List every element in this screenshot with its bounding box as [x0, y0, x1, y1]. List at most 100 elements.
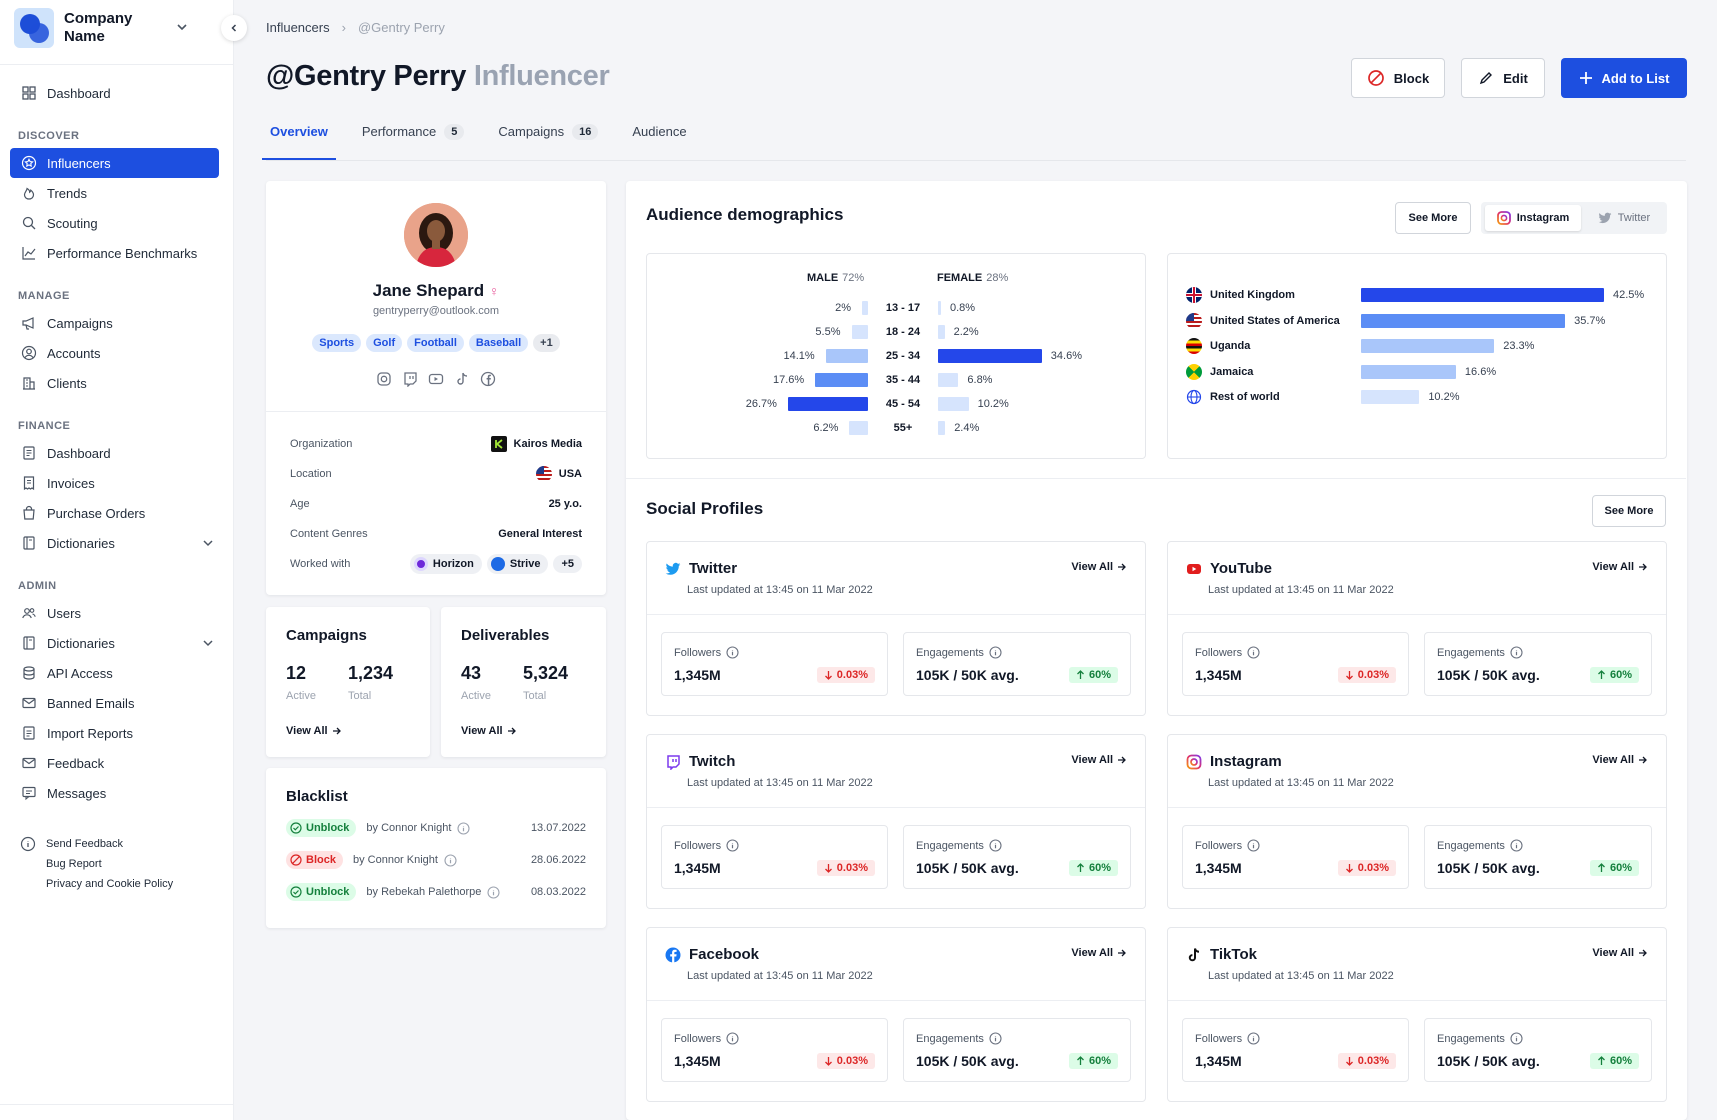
sidebar-item-clients[interactable]: Clients [10, 368, 219, 398]
toggle-twitter[interactable]: Twitter [1585, 205, 1663, 231]
view-all-link[interactable]: View All [1071, 754, 1127, 766]
view-all-link[interactable]: View All [1592, 561, 1648, 573]
sidebar-item-dashboard[interactable]: Dashboard [10, 78, 219, 108]
blacklist-row: Unblock by Connor Knight 13.07.2022 [286, 818, 586, 838]
brand-chip[interactable]: Horizon [409, 554, 482, 574]
sidebar-item-users[interactable]: Users [10, 598, 219, 628]
last-updated-text: Last updated at 13:45 on 11 Mar 2022 [1208, 584, 1394, 596]
privacy-policy-link[interactable]: Privacy and Cookie Policy [46, 878, 174, 890]
toggle-instagram[interactable]: Instagram [1485, 205, 1581, 231]
influencer-handle: @Gentry Perry [266, 60, 467, 92]
social-profile-name: Instagram [1186, 753, 1282, 770]
sidebar-item-trends[interactable]: Trends [10, 178, 219, 208]
unblock-badge[interactable]: Unblock [286, 819, 357, 837]
demographics-see-more-button[interactable]: See More [1395, 202, 1471, 234]
followers-metric: Followers 1,345M 0.03% [661, 1018, 888, 1082]
info-icon[interactable] [1247, 839, 1260, 852]
tab-campaigns[interactable]: Campaigns 16 [494, 120, 602, 160]
info-icon[interactable] [487, 885, 500, 899]
info-icon[interactable] [989, 646, 1002, 659]
deliverables-view-all-link[interactable]: View All [461, 725, 517, 737]
sidebar-item-dictionaries[interactable]: Dictionaries [10, 628, 219, 658]
sidebar-item-accounts[interactable]: Accounts [10, 338, 219, 368]
tab-audience[interactable]: Audience [632, 124, 687, 139]
tab-performance[interactable]: Performance 5 [358, 120, 469, 160]
sidebar-item-dictionaries[interactable]: Dictionaries [10, 528, 219, 558]
view-all-link[interactable]: View All [1071, 947, 1127, 959]
sidebar-item-performance-benchmarks[interactable]: Performance Benchmarks [10, 238, 219, 268]
campaigns-view-all-link[interactable]: View All [286, 725, 342, 737]
collapse-sidebar-button[interactable] [221, 15, 247, 41]
chevron-down-icon[interactable] [201, 636, 215, 650]
sidebar-item-messages[interactable]: Messages [10, 778, 219, 808]
social-see-more-button[interactable]: See More [1592, 495, 1666, 527]
deliverables-title: Deliverables [461, 627, 550, 644]
engagements-value: 105K / 50K avg. [916, 1053, 1019, 1069]
female-value-label: 0.8% [950, 302, 976, 314]
sidebar-item-api-access[interactable]: API Access [10, 658, 219, 688]
sidebar-item-purchase-orders[interactable]: Purchase Orders [10, 498, 219, 528]
block-button[interactable]: Block [1351, 58, 1445, 98]
info-icon[interactable] [1510, 1032, 1523, 1045]
mail-icon [20, 754, 38, 772]
brand-chip[interactable]: Strive [486, 554, 549, 574]
genre-tag[interactable]: Golf [366, 334, 403, 352]
sidebar-item-banned-emails[interactable]: Banned Emails [10, 688, 219, 718]
tiktok-icon[interactable] [454, 371, 470, 387]
info-icon[interactable] [1247, 1032, 1260, 1045]
more-brands-chip[interactable]: +5 [553, 555, 582, 573]
sidebar-item-campaigns[interactable]: Campaigns [10, 308, 219, 338]
sidebar-item-feedback[interactable]: Feedback [10, 748, 219, 778]
add-to-list-button[interactable]: Add to List [1561, 58, 1687, 98]
breadcrumb-current: @Gentry Perry [357, 20, 445, 35]
sidebar-item-dashboard[interactable]: Dashboard [10, 438, 219, 468]
male-value-label: 5.5% [815, 326, 841, 338]
info-icon[interactable] [1247, 646, 1260, 659]
engagements-value: 105K / 50K avg. [916, 860, 1019, 876]
youtube-icon[interactable] [428, 371, 444, 387]
tab-overview[interactable]: Overview [262, 120, 336, 160]
info-icon[interactable] [726, 1032, 739, 1045]
genre-tag[interactable]: Baseball [468, 334, 529, 352]
instagram-icon[interactable] [376, 371, 392, 387]
blacklist-row: Unblock by Rebekah Palethorpe 08.03.2022 [286, 882, 586, 902]
arrow-right-icon [1639, 563, 1647, 571]
genre-tag[interactable]: Football [407, 334, 464, 352]
sidebar-item-invoices[interactable]: Invoices [10, 468, 219, 498]
info-icon[interactable] [1510, 839, 1523, 852]
uk-flag-icon [1186, 287, 1202, 303]
mail-block-icon [20, 694, 38, 712]
info-icon[interactable] [444, 853, 457, 867]
sidebar-item-influencers[interactable]: Influencers [10, 148, 219, 178]
more-tags-chip[interactable]: +1 [533, 334, 560, 352]
view-all-link[interactable]: View All [1071, 561, 1127, 573]
view-all-link[interactable]: View All [1592, 754, 1648, 766]
info-icon[interactable] [726, 839, 739, 852]
info-icon[interactable] [989, 839, 1002, 852]
breadcrumb-parent[interactable]: Influencers [266, 20, 330, 35]
social-profile-card-twitch: Twitch Last updated at 13:45 on 11 Mar 20… [646, 734, 1146, 909]
male-value-label: 6.2% [813, 422, 839, 434]
chevron-down-icon[interactable] [175, 20, 189, 34]
genre-tag[interactable]: Sports [312, 334, 362, 352]
twitch-icon[interactable] [402, 371, 418, 387]
block-badge[interactable]: Block [286, 851, 343, 869]
followers-metric: Followers 1,345M 0.03% [661, 825, 888, 889]
book-icon [20, 534, 38, 552]
bug-report-link[interactable]: Bug Report [46, 858, 102, 870]
info-icon[interactable] [1510, 646, 1523, 659]
sidebar-item-scouting[interactable]: Scouting [10, 208, 219, 238]
info-icon[interactable] [989, 1032, 1002, 1045]
facebook-icon[interactable] [480, 371, 496, 387]
sidebar-item-import-reports[interactable]: Import Reports [10, 718, 219, 748]
brand-switcher[interactable]: Company Name [14, 8, 164, 48]
view-all-link[interactable]: View All [1592, 947, 1648, 959]
plus-icon [1579, 72, 1592, 84]
chevron-down-icon[interactable] [201, 536, 215, 550]
info-icon[interactable] [726, 646, 739, 659]
unblock-badge[interactable]: Unblock [286, 883, 357, 901]
engagements-metric: Engagements 105K / 50K avg. 60% [1424, 825, 1652, 889]
edit-button[interactable]: Edit [1461, 58, 1545, 98]
send-feedback-link[interactable]: Send Feedback [20, 834, 173, 854]
info-icon[interactable] [457, 821, 470, 835]
